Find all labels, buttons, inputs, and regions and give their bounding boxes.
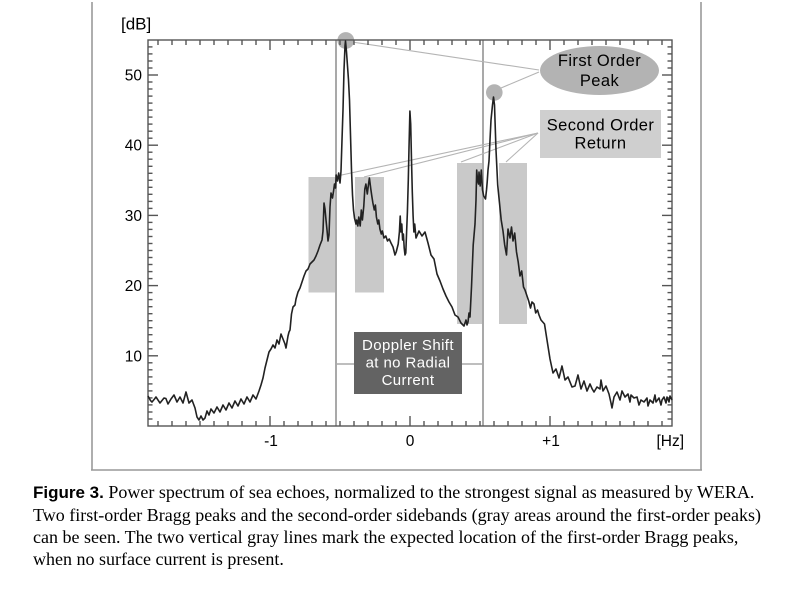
svg-text:Peak: Peak: [580, 72, 620, 90]
svg-text:-1: -1: [264, 433, 278, 450]
svg-text:20: 20: [125, 278, 143, 295]
svg-text:First Order: First Order: [558, 52, 641, 70]
svg-text:[dB]: [dB]: [121, 15, 151, 34]
svg-text:Second Order: Second Order: [547, 117, 655, 135]
svg-text:[Hz]: [Hz]: [656, 433, 684, 450]
svg-text:Current: Current: [382, 372, 435, 389]
svg-text:10: 10: [125, 348, 143, 365]
svg-text:50: 50: [125, 68, 143, 85]
svg-text:30: 30: [125, 208, 143, 225]
svg-text:0: 0: [406, 433, 415, 450]
svg-text:Return: Return: [575, 135, 627, 153]
svg-text:Doppler Shift: Doppler Shift: [362, 337, 454, 354]
svg-text:40: 40: [125, 138, 143, 155]
svg-text:+1: +1: [542, 433, 560, 450]
svg-text:at no Radial: at no Radial: [366, 355, 451, 372]
